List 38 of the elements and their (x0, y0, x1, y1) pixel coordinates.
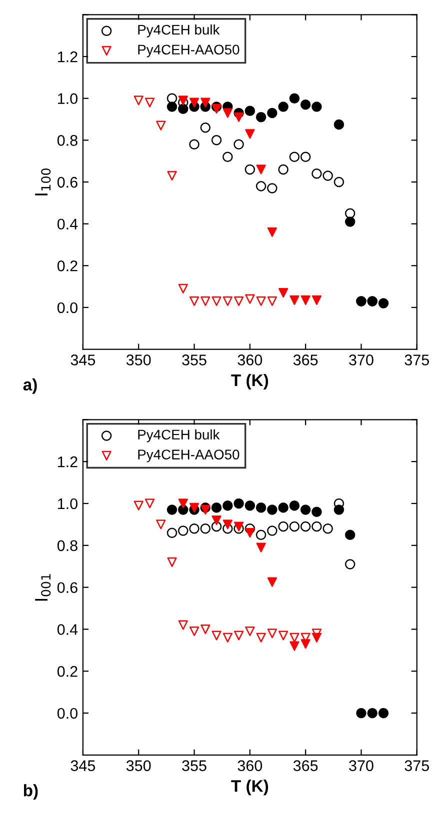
text: a) (23, 378, 37, 394)
x-tick-label: 355 (182, 354, 206, 366)
y-tick-label: 1.0 (58, 498, 78, 510)
y-tick-label: 0.8 (57, 540, 78, 552)
y-tick-label: 1.2 (58, 456, 78, 468)
x-axis-title: T (K) (231, 780, 268, 796)
x-tick-label: 365 (293, 760, 318, 772)
x-tick-label: 350 (126, 760, 151, 772)
x-tick-label: 375 (404, 760, 429, 772)
y-tick-label: 0.6 (57, 582, 78, 594)
x-tick-label: 345 (70, 354, 96, 366)
x-tick-label: 370 (349, 760, 374, 772)
x-tick-label: 350 (126, 354, 151, 366)
y-tick-label: 0.2 (57, 260, 78, 272)
legend-label: Py4CEH-AAO50 (138, 450, 240, 462)
x-tick-label: 345 (70, 760, 96, 772)
y-tick-label: 0.0 (57, 302, 78, 314)
legend-label: Py4CEH-AAO50 (138, 44, 240, 58)
x-tick-label: 365 (293, 354, 318, 366)
x-tick-label: 360 (238, 354, 262, 366)
y-tick-label: 0.2 (57, 666, 78, 677)
x-tick-label: 355 (182, 760, 206, 772)
y-tick-label: 0.0 (57, 708, 78, 719)
y-tick-label: 0.6 (57, 176, 78, 188)
y-tick-label: 1.2 (58, 51, 78, 62)
y-tick-label: 0.4 (57, 218, 78, 230)
y-tick-label: 0.8 (57, 135, 78, 146)
x-tick-label: 370 (349, 354, 374, 366)
y-axis-title: I$_{001}$ (35, 574, 51, 601)
x-tick-label: 360 (238, 760, 262, 772)
x-axis-title: T (K) (231, 374, 268, 390)
x-tick-label: 375 (404, 354, 429, 366)
legend-label: Py4CEH bulk (138, 429, 220, 442)
legend-label: Py4CEH bulk (138, 24, 220, 38)
text: b) (24, 784, 38, 800)
y-tick-label: 0.4 (57, 624, 78, 635)
y-tick-label: 1.0 (58, 93, 78, 104)
y-axis-title: I$_{100}$ (35, 168, 51, 196)
